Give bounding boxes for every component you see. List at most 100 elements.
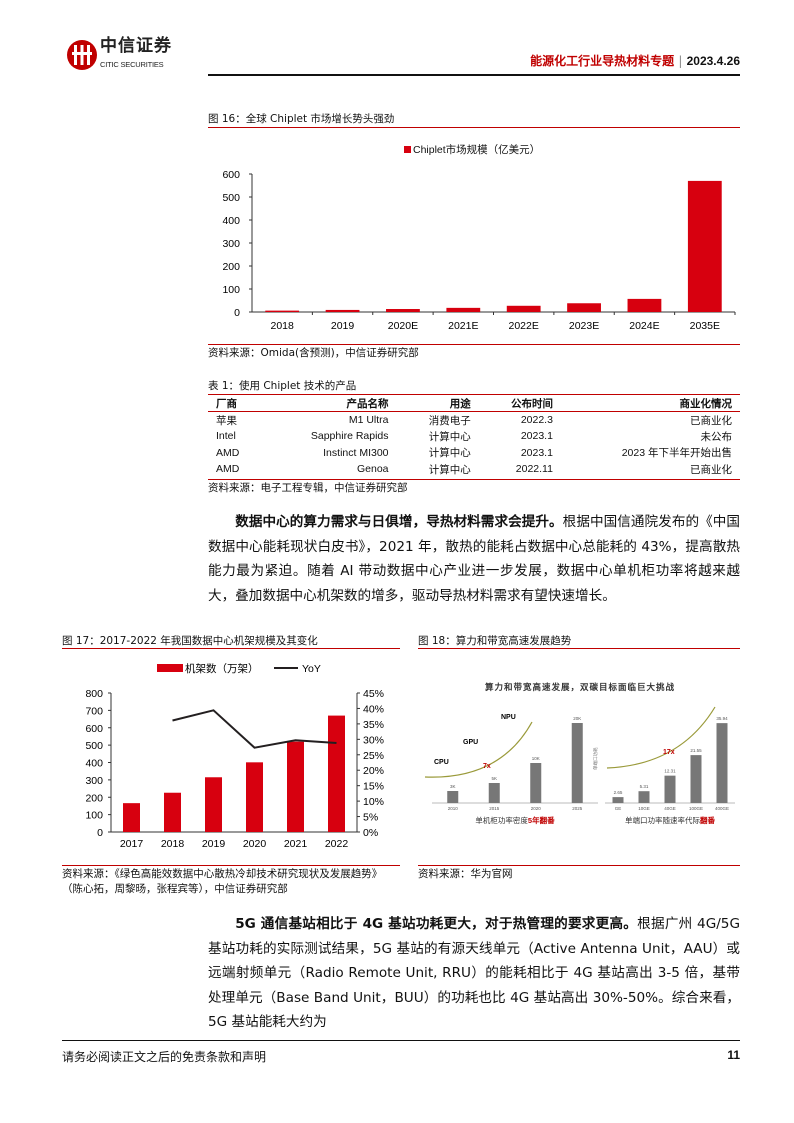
y-tick-label: 600 <box>85 723 103 735</box>
x-tick-label: 2019 <box>202 838 226 850</box>
fig17-source-line1: 资料来源：《绿色高能效数据中心散热冷却技术研究现状及发展趋势》 <box>62 868 383 880</box>
logo-text-cn: 中信证券 <box>100 36 172 56</box>
x-tick-label: 100GE <box>689 806 703 811</box>
panel-caption: 单机柜功率密度5年翻番 <box>475 815 555 825</box>
legend-swatch <box>404 146 411 153</box>
table1-title: 表 1：使用 Chiplet 技术的产品 <box>208 380 357 392</box>
y-tick-label: 700 <box>85 705 103 717</box>
bar-label: 3K <box>450 784 456 789</box>
x-tick-label: GE <box>615 806 622 811</box>
y2-tick-label: 40% <box>363 703 384 715</box>
x-tick-label: 2020 <box>243 838 267 850</box>
paragraph-body: 根据中国信通院发布的《中国数据中心能耗现状白皮书》，2021 年，散热的能耗占数… <box>208 514 741 604</box>
paragraph-5g: 5G 通信基站相比于 4G 基站功耗更大，对于热管理的要求更高。根据广州 4G/… <box>208 912 740 1035</box>
table-cell: AMD <box>216 463 240 476</box>
bar <box>447 791 459 803</box>
x-tick-label: 2021E <box>448 320 478 332</box>
bar <box>664 775 676 803</box>
x-tick-label: 2035E <box>690 320 720 332</box>
bar <box>506 305 541 312</box>
paragraph-lead: 数据中心的算力需求与日俱增，导热材料需求会提升。 <box>235 514 563 530</box>
x-tick-label: 2024E <box>629 320 659 332</box>
y2-tick-label: 30% <box>363 734 384 746</box>
bar <box>571 723 583 803</box>
bar-label: 35.94 <box>716 716 728 721</box>
y-tick-label: 100 <box>222 284 240 296</box>
bar <box>638 791 650 803</box>
table-cell: 已商业化 <box>690 463 732 476</box>
annotation-multiplier: 17x <box>663 749 675 756</box>
legend-swatch-bar <box>157 664 183 672</box>
bar-label: 21.55 <box>690 748 702 753</box>
citic-logo-icon <box>67 40 97 70</box>
fig18-source-rule <box>418 865 740 866</box>
y2-tick-label: 10% <box>363 796 384 808</box>
panel-caption: 单端口功率随速率代际翻番 <box>625 815 715 825</box>
bar <box>687 180 722 312</box>
header-divider <box>208 74 740 76</box>
yoy-line <box>172 709 337 749</box>
bar <box>716 723 728 803</box>
y-tick-label: 0 <box>234 307 240 319</box>
report-header: 能源化工行业导热材料专题 | 2023.4.26 <box>530 54 740 68</box>
header-separator: | <box>678 54 683 68</box>
x-tick-label: 2025 <box>572 806 583 811</box>
logo-text-en: CITIC SECURITIES <box>100 60 164 69</box>
fig18-source: 资料来源：华为官网 <box>418 868 513 880</box>
col-status: 商业化情况 <box>560 395 740 412</box>
fig16-title-rule <box>208 127 740 128</box>
image-title: 算力和带宽高速发展，双碳目标面临巨大挑战 <box>485 682 675 692</box>
table-cell: 2023.1 <box>520 430 553 443</box>
y2-tick-label: 0% <box>363 827 378 839</box>
fig17-title: 图 17：2017-2022 年我国数据中心机架规模及其变化 <box>62 635 318 647</box>
panel-caption-highlight: 翻番 <box>700 815 715 825</box>
trend-curve <box>606 706 716 769</box>
x-tick-label: 2010 <box>448 806 459 811</box>
table-cell: M1 Ultra <box>348 414 389 426</box>
table1-bottom-rule <box>208 479 740 480</box>
fig16-source-rule <box>208 344 740 345</box>
fig18-title: 图 18：算力和带宽高速发展趋势 <box>418 635 572 647</box>
y2-tick-label: 5% <box>363 812 378 824</box>
y-tick-label: 300 <box>222 238 240 250</box>
table-cell: 计算中心 <box>428 430 471 443</box>
table-cell: 2022.11 <box>515 463 553 476</box>
panel-caption-highlight: 5年翻番 <box>528 815 555 825</box>
bar-label: 5K <box>491 776 497 781</box>
table-row: AMD Instinct MI300 计算中心 2023.1 2023 年下半年开始出售 <box>208 445 740 462</box>
y-tick-label: 300 <box>85 775 103 787</box>
x-tick-label: 2022E <box>509 320 539 332</box>
bar <box>328 715 345 832</box>
annotation-cpu: CPU <box>434 759 449 766</box>
table-cell: 已商业化 <box>690 414 732 427</box>
bar <box>690 755 702 803</box>
annotation-npu: NPU <box>501 714 516 721</box>
fig18-image: 算力和带宽高速发展，双碳目标面临巨大挑战 3K 2010 5K 2015 10K 2020 2… <box>420 670 740 830</box>
y-tick-label: 400 <box>222 215 240 227</box>
table-row: Intel Sapphire Rapids 计算中心 2023.1 未公布 <box>208 428 740 445</box>
x-tick-label: 40GE <box>664 806 676 811</box>
y2-tick-label: 25% <box>363 750 384 762</box>
fig18-title-rule <box>418 648 740 649</box>
annotation-gpu: GPU <box>463 739 478 746</box>
bar-label: 2.65 <box>614 790 623 795</box>
table-cell: AMD <box>216 446 240 459</box>
x-tick-label: 2023E <box>569 320 599 332</box>
y-tick-label: 200 <box>85 792 103 804</box>
legend-label-line: YoY <box>302 663 321 675</box>
annotation-multiplier: 7x <box>483 763 491 770</box>
table1-top-rule <box>208 394 740 395</box>
table-cell: 2023.1 <box>520 446 553 459</box>
bar <box>627 298 662 312</box>
bar-label: 10K <box>532 756 540 761</box>
table-cell: 苹果 <box>216 414 237 427</box>
paragraph-body: 根据广州 4G/5G 基站功耗的实际测试结果，5G 基站的有源天线单元（Acti… <box>208 916 740 1030</box>
y-tick-label: 800 <box>85 688 103 700</box>
chiplet-products-table: 厂商 产品名称 用途 公布时间 商业化情况 苹果 M1 Ultra 消费电子 2022… <box>208 395 740 478</box>
y-tick-label: 500 <box>85 740 103 752</box>
table-row: 苹果 M1 Ultra 消费电子 2022.3 已商业化 <box>208 412 740 429</box>
table-cell: 2023 年下半年开始出售 <box>621 447 732 460</box>
legend-label-bar: 机架数（万架） <box>185 662 259 675</box>
report-title: 能源化工行业导热材料专题 <box>530 54 675 68</box>
table-cell: Instinct MI300 <box>323 446 389 459</box>
